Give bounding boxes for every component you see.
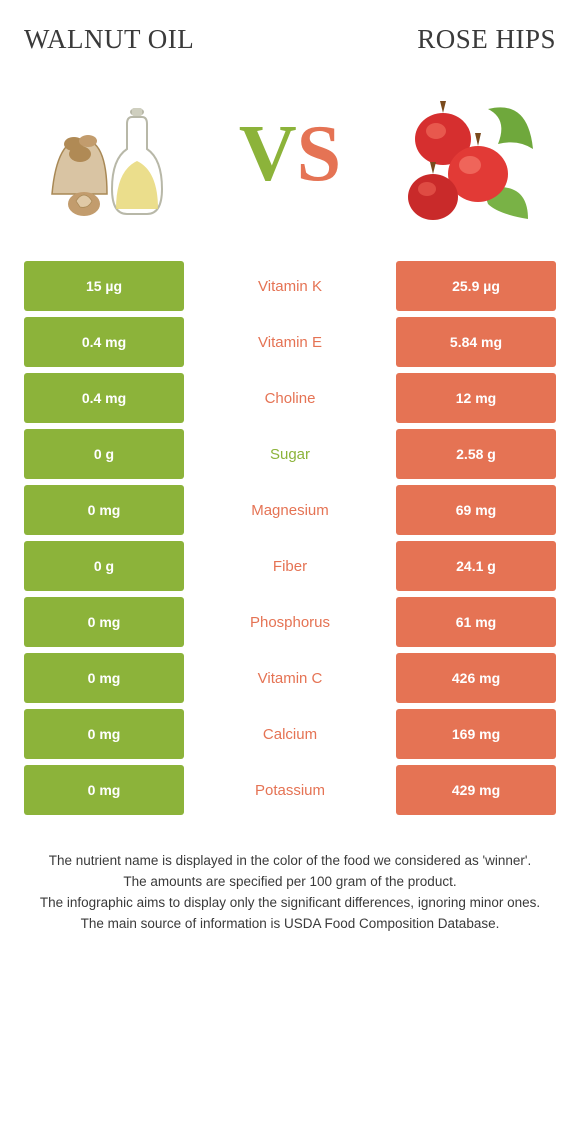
left-value-cell: 0 g <box>24 429 184 479</box>
footnote: The nutrient name is displayed in the co… <box>24 851 556 935</box>
header: Walnut oil Rose hips <box>24 24 556 55</box>
walnut-oil-icon <box>42 79 192 229</box>
nutrient-name: Magnesium <box>184 485 396 535</box>
left-value-cell: 15 µg <box>24 261 184 311</box>
vs-s: S <box>297 110 342 198</box>
nutrient-row: 0 mgVitamin C426 mg <box>24 653 556 703</box>
left-value-cell: 0 mg <box>24 485 184 535</box>
nutrient-row: 0 mgPotassium429 mg <box>24 765 556 815</box>
right-value-cell: 2.58 g <box>396 429 556 479</box>
right-value-cell: 169 mg <box>396 709 556 759</box>
right-food-title: Rose hips <box>417 24 556 55</box>
right-value-cell: 5.84 mg <box>396 317 556 367</box>
nutrient-name: Fiber <box>184 541 396 591</box>
footnote-line: The nutrient name is displayed in the co… <box>32 851 548 872</box>
right-value-cell: 69 mg <box>396 485 556 535</box>
footnote-line: The amounts are specified per 100 gram o… <box>32 872 548 893</box>
nutrient-row: 0.4 mgVitamin E5.84 mg <box>24 317 556 367</box>
nutrient-name: Potassium <box>184 765 396 815</box>
nutrient-row: 0 gFiber24.1 g <box>24 541 556 591</box>
nutrient-name: Sugar <box>184 429 396 479</box>
footnote-line: The infographic aims to display only the… <box>32 893 548 914</box>
walnut-oil-image <box>42 79 192 229</box>
rose-hips-icon <box>388 79 538 229</box>
right-value-cell: 24.1 g <box>396 541 556 591</box>
left-value-cell: 0 mg <box>24 653 184 703</box>
left-value-cell: 0 mg <box>24 765 184 815</box>
nutrient-row: 0 mgMagnesium69 mg <box>24 485 556 535</box>
imagery-row: VS <box>24 79 556 261</box>
nutrient-name: Vitamin K <box>184 261 396 311</box>
vs-v: V <box>239 110 297 198</box>
left-value-cell: 0.4 mg <box>24 373 184 423</box>
nutrient-row: 15 µgVitamin K25.9 µg <box>24 261 556 311</box>
right-value-cell: 426 mg <box>396 653 556 703</box>
nutrient-name: Choline <box>184 373 396 423</box>
right-value-cell: 429 mg <box>396 765 556 815</box>
right-value-cell: 61 mg <box>396 597 556 647</box>
nutrient-name: Calcium <box>184 709 396 759</box>
left-food-title: Walnut oil <box>24 24 194 55</box>
nutrient-row: 0.4 mgCholine12 mg <box>24 373 556 423</box>
nutrient-row: 0 gSugar2.58 g <box>24 429 556 479</box>
vs-label: VS <box>239 109 341 200</box>
nutrient-name: Phosphorus <box>184 597 396 647</box>
nutrient-name: Vitamin E <box>184 317 396 367</box>
left-value-cell: 0 mg <box>24 597 184 647</box>
nutrient-table: 15 µgVitamin K25.9 µg 0.4 mgVitamin E5.84… <box>24 261 556 815</box>
left-value-cell: 0 mg <box>24 709 184 759</box>
right-value-cell: 12 mg <box>396 373 556 423</box>
nutrient-row: 0 mgPhosphorus61 mg <box>24 597 556 647</box>
left-value-cell: 0.4 mg <box>24 317 184 367</box>
nutrient-name: Vitamin C <box>184 653 396 703</box>
footnote-line: The main source of information is USDA F… <box>32 914 548 935</box>
right-value-cell: 25.9 µg <box>396 261 556 311</box>
nutrient-row: 0 mgCalcium169 mg <box>24 709 556 759</box>
left-value-cell: 0 g <box>24 541 184 591</box>
rose-hips-image <box>388 79 538 229</box>
